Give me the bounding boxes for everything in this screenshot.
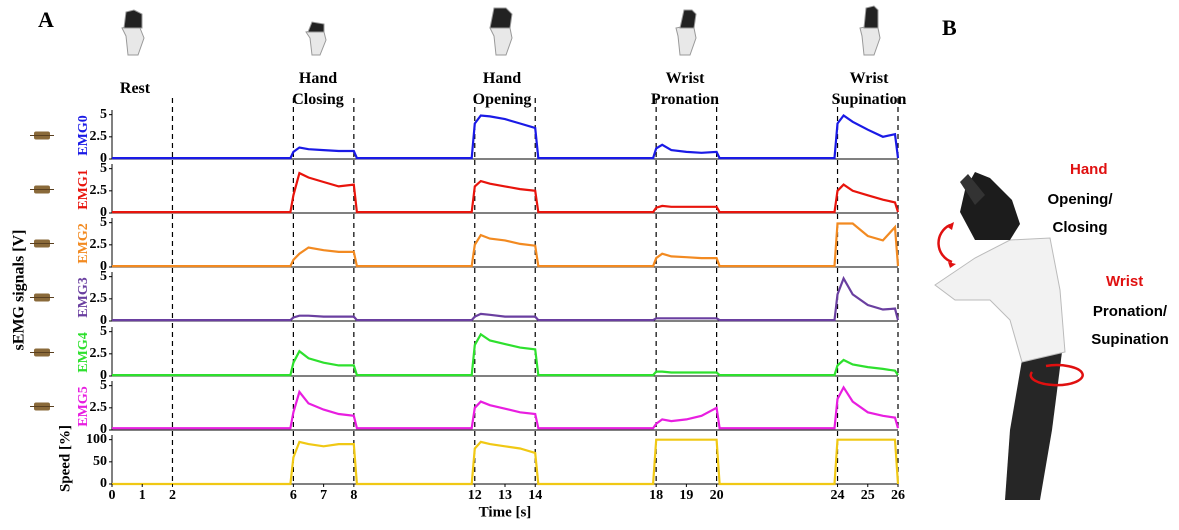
signal-line <box>112 173 898 212</box>
signal-line <box>112 224 898 267</box>
x-tick-label: 20 <box>710 488 724 503</box>
x-tick-label: 25 <box>861 488 875 503</box>
panel-label: B <box>942 15 957 40</box>
legend-entry: EMG4 <box>76 332 91 372</box>
y-tick-label: 0 <box>100 476 107 491</box>
y-tick-label: 2.5 <box>90 291 108 306</box>
signal-line <box>112 334 898 375</box>
x-tick-label: 1 <box>139 488 146 503</box>
x-tick-label: 2 <box>169 488 176 503</box>
y-tick-label: 5 <box>100 378 107 393</box>
y-tick-label: 100 <box>86 432 107 447</box>
y-tick-label: 5 <box>100 324 107 339</box>
x-tick-label: 0 <box>109 488 116 503</box>
x-tick-label: 8 <box>350 488 357 503</box>
y-tick-label: 2.5 <box>90 129 108 144</box>
x-tick-label: 24 <box>831 488 845 503</box>
legend-entry: EMG0 <box>76 115 91 155</box>
arm-label: Hand <box>1070 156 1108 184</box>
legend-entry: EMG1 <box>76 169 91 209</box>
y-tick-label: 2.5 <box>90 183 108 198</box>
gesture-label: Wrist Pronation <box>630 68 740 110</box>
x-tick-label: 19 <box>679 488 693 503</box>
gesture-label: Hand Opening <box>456 68 548 110</box>
figure: A B sEMG signals [V] 02.55EMG002.55EMG10… <box>0 0 1179 530</box>
y-axis-title: sEMG signals [V] <box>11 230 28 351</box>
y-tick-label: 50 <box>93 454 107 469</box>
y-axis-title: Speed [%] <box>57 425 73 492</box>
gesture-label: Rest <box>80 78 190 99</box>
y-tick-label: 5 <box>100 107 107 122</box>
y-tick-label: 5 <box>100 215 107 230</box>
signal-line <box>112 440 898 484</box>
x-tick-label: 7 <box>320 488 327 503</box>
gesture-label: Wrist Supination <box>814 68 924 110</box>
x-tick-label: 26 <box>891 488 905 503</box>
y-tick-label: 2.5 <box>90 346 108 361</box>
legend-entry: EMG5 <box>76 386 91 426</box>
panel-label: A <box>38 7 54 32</box>
x-tick-label: 13 <box>498 488 512 503</box>
x-axis-title: Time [s] <box>479 504 532 520</box>
y-tick-label: 2.5 <box>90 237 108 252</box>
arm-label: Opening/ Closing <box>1040 186 1120 242</box>
legend-entry: EMG2 <box>76 223 91 263</box>
y-tick-label: 2.5 <box>90 400 108 415</box>
arm-label: Pronation/ Supination <box>1082 298 1178 354</box>
gesture-label: Hand Closing <box>272 68 364 110</box>
y-tick-label: 5 <box>100 269 107 284</box>
hand-icons <box>122 6 880 55</box>
signal-line <box>112 387 898 428</box>
x-tick-label: 12 <box>468 488 482 503</box>
x-tick-label: 14 <box>528 488 542 503</box>
y-tick-label: 5 <box>100 161 107 176</box>
legend-entry: EMG3 <box>76 277 91 317</box>
x-tick-label: 18 <box>649 488 663 503</box>
x-tick-label: 6 <box>290 488 297 503</box>
arm-label: Wrist <box>1106 268 1143 296</box>
signal-line <box>112 116 898 159</box>
signal-line <box>112 278 898 320</box>
